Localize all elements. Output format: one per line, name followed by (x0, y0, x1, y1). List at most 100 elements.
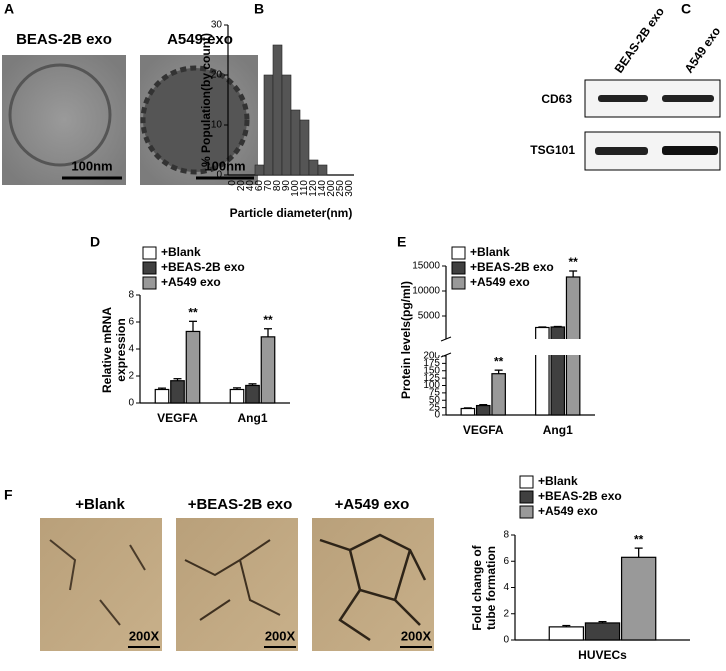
bar (254, 164, 265, 176)
blot-band (598, 95, 648, 102)
legend-label: +BEAS-2B exo (470, 260, 554, 274)
break-mark (440, 336, 452, 342)
panel-label: E (397, 234, 406, 250)
bar (308, 159, 319, 176)
blot-band (662, 95, 714, 102)
legend-swatch (451, 246, 466, 260)
lane-label: BEAS-2B exo (612, 5, 667, 76)
y-tick-label: 0 (216, 170, 222, 181)
y-tick-label: 8 (128, 290, 134, 301)
x-tick-label: Ang1 (543, 423, 573, 437)
panel-label: C (681, 1, 691, 17)
y-tick-label: 50 (429, 395, 441, 406)
y-tick-label: 5000 (418, 311, 441, 322)
x-tick-label: 300 (344, 180, 355, 197)
tube-network (319, 533, 427, 642)
bar (272, 44, 283, 176)
legend-swatch (519, 475, 534, 489)
scale-label: 200X (265, 628, 296, 643)
x-tick-label: 100 (290, 180, 301, 197)
x-tick-label: 70 (263, 180, 274, 192)
y-tick-label: 2 (503, 608, 509, 619)
y-tick-label: 4 (503, 582, 509, 593)
blot-band (662, 146, 718, 155)
x-tick-label: 40 (245, 180, 256, 192)
scale-label: 100nm (204, 158, 245, 173)
band-label: TSG101 (530, 143, 575, 157)
legend-swatch (451, 261, 466, 275)
y-tick-label: 100 (423, 380, 440, 391)
y-axis-label: Fold change of (470, 544, 484, 630)
bar (491, 373, 506, 416)
x-tick-label: 80 (272, 180, 283, 192)
legend-label: +BEAS-2B exo (161, 260, 245, 274)
bar (475, 404, 491, 416)
bar (281, 74, 292, 176)
x-tick-label: Ang1 (238, 411, 268, 425)
bar (548, 626, 585, 641)
significance-marker: ** (568, 255, 578, 269)
legend-label: +Blank (470, 245, 510, 259)
y-tick-label: 6 (503, 556, 509, 567)
y-tick-label: 25 (429, 402, 441, 413)
tube-network (184, 539, 281, 621)
scale-label: 100nm (71, 158, 112, 173)
y-tick-label: 0 (503, 635, 509, 646)
x-tick-label: 90 (281, 180, 292, 192)
y-tick-label: 30 (211, 20, 223, 31)
y-tick-label: 8 (503, 530, 509, 541)
y-tick-label: 175 (423, 358, 440, 369)
y-axis-label: expression (114, 318, 128, 381)
tube-image (176, 518, 298, 651)
image-title: +BEAS-2B exo (188, 496, 293, 513)
legend-label: +A549 exo (470, 275, 530, 289)
x-tick-label: HUVECs (578, 648, 627, 662)
y-tick-label: 0 (128, 398, 134, 409)
bar (229, 388, 245, 404)
y-tick-label: 2 (128, 371, 134, 382)
y-tick-label: 10 (211, 120, 223, 131)
x-tick-label: 140 (317, 180, 328, 197)
bar (584, 622, 621, 641)
y-tick-label: 15000 (412, 261, 440, 272)
significance-marker: ** (263, 313, 273, 327)
x-axis-label: Particle diameter(nm) (230, 206, 353, 220)
y-axis-label: tube formation (484, 546, 498, 630)
x-tick-label: 0 (227, 180, 238, 186)
bar (263, 74, 274, 176)
band-label: CD63 (541, 92, 572, 106)
image-title: BEAS-2B exo (16, 31, 112, 48)
y-tick-label: 4 (128, 344, 134, 355)
scale-label: 200X (401, 628, 432, 643)
bar (620, 556, 657, 641)
panel-label: A (4, 1, 14, 17)
panel-label: D (90, 234, 100, 250)
y-tick-label: 125 (423, 373, 440, 384)
axis-break (436, 339, 597, 355)
y-tick-label: 150 (423, 365, 440, 376)
bar (290, 109, 301, 176)
x-tick-label: VEGFA (463, 423, 504, 437)
bar (460, 407, 476, 416)
bar (299, 119, 310, 176)
legend-swatch (519, 505, 534, 519)
legend-label: +A549 exo (161, 275, 221, 289)
tem-image (2, 55, 126, 185)
panel-label: F (4, 487, 13, 503)
legend-swatch (519, 490, 534, 504)
legend-swatch (142, 276, 157, 290)
x-tick-label: 250 (335, 180, 346, 197)
significance-marker: ** (188, 305, 198, 319)
bar (154, 388, 170, 404)
tube-image (40, 518, 162, 651)
x-tick-label: 120 (308, 180, 319, 197)
x-tick-label: 200 (326, 180, 337, 197)
significance-marker: ** (494, 354, 504, 368)
image-title: A549 exo (167, 31, 233, 48)
legend-swatch (142, 246, 157, 260)
scale-label: 200X (129, 628, 160, 643)
y-tick-label: 200 (423, 351, 440, 362)
bar (245, 384, 260, 404)
y-tick-label: 75 (429, 388, 441, 399)
